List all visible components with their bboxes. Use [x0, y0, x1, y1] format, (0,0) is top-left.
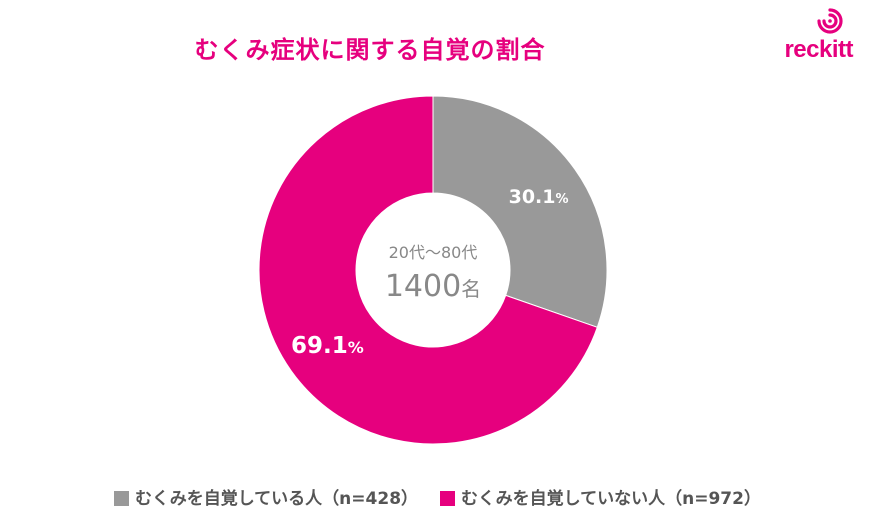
legend: むくみを自覚している人（n=428） むくみを自覚していない人（n=972） [0, 484, 875, 509]
slice-not-aware [258, 95, 598, 445]
logo-text: reckitt [784, 36, 853, 63]
slice-aware [432, 95, 608, 328]
reckitt-logo: reckitt [743, 6, 853, 68]
data-label-not-aware: 69.1% [291, 333, 364, 359]
center-age-range: 20代〜80代 [389, 243, 478, 262]
legend-swatch-not-aware [439, 491, 455, 506]
legend-label-aware: むくみを自覚している人（n=428） [135, 489, 419, 509]
legend-item-aware: むくみを自覚している人（n=428） [114, 484, 418, 509]
donut-chart: 30.1% 69.1% 20代〜80代 1400名 [258, 95, 608, 445]
reckitt-swirl-icon [817, 8, 843, 34]
center-total: 1400名 [385, 269, 481, 304]
legend-label-not-aware: むくみを自覚していない人（n=972） [460, 489, 761, 509]
legend-swatch-aware [114, 491, 130, 506]
chart-title: むくみ症状に関する自覚の割合 [194, 36, 546, 64]
legend-item-not-aware: むくみを自覚していない人（n=972） [439, 484, 761, 509]
data-label-aware: 30.1% [509, 186, 569, 208]
